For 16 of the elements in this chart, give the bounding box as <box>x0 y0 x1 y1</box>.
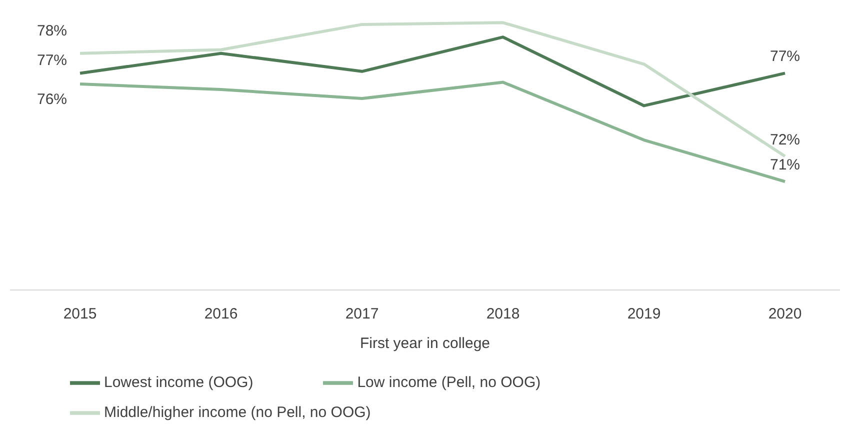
data-label: 72% <box>770 131 800 148</box>
legend-label: Middle/higher income (no Pell, no OOG) <box>104 404 371 421</box>
x-tick-label: 2019 <box>627 306 661 323</box>
x-tick-label: 2018 <box>486 306 520 323</box>
data-label: 71% <box>770 156 800 174</box>
x-axis-title: First year in college <box>360 334 490 352</box>
x-tick-label: 2020 <box>768 306 802 323</box>
data-label: 76% <box>36 91 68 108</box>
legend-label: Lowest income (OOG) <box>104 374 254 391</box>
x-tick-label: 2016 <box>204 306 238 323</box>
x-tick-label: 2017 <box>345 306 379 323</box>
data-label: 77% <box>770 48 800 66</box>
x-tick-label: 2015 <box>63 306 97 323</box>
data-label: 77% <box>36 52 68 70</box>
data-label: 78% <box>36 22 68 40</box>
legend-label: Low income (Pell, no OOG) <box>357 374 541 391</box>
